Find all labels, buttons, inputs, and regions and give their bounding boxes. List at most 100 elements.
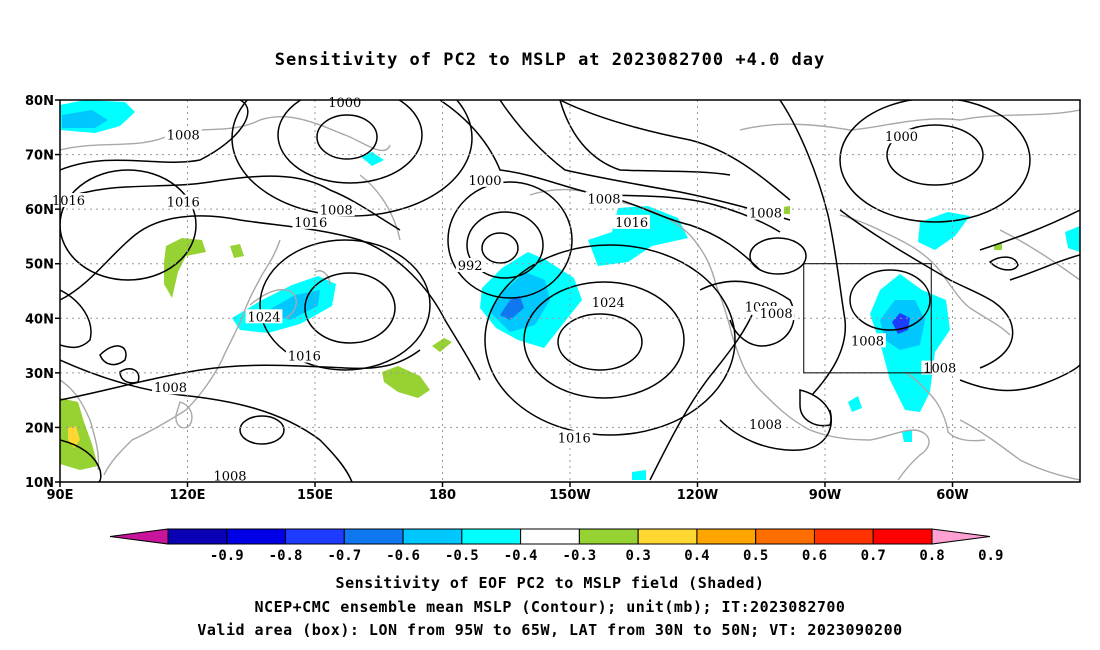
contour-label-bg: [747, 416, 784, 431]
contour-label: 1008: [749, 207, 782, 222]
contour-label-bg: [285, 348, 323, 363]
contour-label: 1000: [885, 130, 918, 145]
contour-label: 1008: [320, 203, 353, 218]
colorbar-label: -0.5: [445, 548, 479, 564]
contour-label: 1008: [154, 381, 187, 396]
contour-line: [886, 124, 984, 186]
caption-line-3: Valid area (box): LON from 95W to 65W, L…: [197, 621, 903, 639]
colorbar-label: -0.3: [563, 548, 597, 564]
contour-line: [484, 244, 736, 436]
shade-blob: [60, 398, 98, 470]
lon-tick-label: 90E: [47, 488, 74, 503]
colorbar-swatch: [167, 528, 228, 545]
shade-blob: [1065, 226, 1080, 252]
coastline: [60, 116, 391, 152]
colorbar-swatch: [872, 528, 933, 545]
chart-title: Sensitivity of PC2 to MSLP at 2023082700…: [274, 50, 826, 70]
shade-blob: [500, 296, 524, 320]
contour-label: 1008: [167, 129, 200, 144]
contour-label: 1016: [52, 194, 85, 209]
contour-label-bg: [164, 127, 202, 142]
sensitivity-shading: [60, 100, 1080, 480]
shade-blob: [382, 366, 430, 398]
contour-line: [277, 100, 423, 184]
contour-label-bg: [589, 295, 627, 310]
contour-line: [988, 256, 1019, 271]
contour-label: 1016: [615, 216, 648, 231]
contour-line: [599, 194, 761, 271]
lat-tick-label: 60N: [25, 203, 54, 218]
lon-tick-label: 150W: [549, 488, 590, 503]
coastline: [314, 270, 331, 286]
shade-blob: [902, 430, 912, 442]
latitude-axis: 80N 70N 60N 50N 40N 30N 20N 10N: [25, 94, 60, 491]
colorbar-swatch: [520, 528, 580, 545]
colorbar-swatch: [578, 528, 639, 545]
lon-tick-label: 120E: [169, 488, 205, 503]
lon-tick-label: 180: [429, 488, 456, 503]
lat-tick-label: 10N: [25, 476, 54, 491]
contour-label: 1024: [592, 296, 625, 311]
color-bar: -0.9 -0.8 -0.7 -0.6 -0.5 -0.4 -0.3 0.3 0.4 0.5 0.6…: [109, 528, 1003, 564]
shade-blob: [230, 244, 244, 258]
contour-line: [60, 439, 102, 482]
lat-tick-label: 50N: [25, 258, 54, 273]
coastline: [904, 371, 986, 442]
contour-label: 1008: [749, 418, 782, 433]
caption-line-2: NCEP+CMC ensemble mean MSLP (Contour); u…: [254, 598, 846, 616]
colorbar-swatch: [285, 528, 345, 545]
colorbar-label: 0.8: [919, 548, 944, 564]
contour-label-bg: [613, 214, 651, 229]
colorbar-label: 0.5: [743, 548, 768, 564]
contour-label: 1008: [760, 307, 793, 322]
colorbar-low-extend: [109, 528, 169, 545]
colorbar-swatch: [402, 528, 463, 545]
mslp-contours: [60, 100, 1080, 482]
contour-label: 1024: [247, 310, 280, 325]
contour-label-bg: [152, 380, 189, 395]
colorbar-swatch: [813, 528, 874, 545]
contour-line: [1009, 254, 1080, 281]
contour-line: [259, 239, 431, 371]
longitude-axis: 90E 120E 150E 180 150W 120W 90W 60W: [47, 482, 969, 503]
contour-label: 1008: [923, 362, 956, 377]
colorbar-label: -0.4: [504, 548, 538, 564]
colorbar-label: -0.7: [327, 548, 361, 564]
contour-label-bg: [747, 205, 784, 220]
valid-area-box: [803, 263, 932, 374]
shade-blob: [994, 243, 1002, 250]
contour-label-bg: [164, 194, 202, 209]
contour-label: 1000: [328, 96, 361, 111]
contour-line: [959, 364, 1080, 392]
contour-label: 1016: [294, 216, 327, 231]
colorbar-swatch: [696, 528, 757, 545]
contour-line: [466, 211, 544, 279]
contour-label: 1008: [851, 334, 884, 349]
shade-blob: [632, 470, 646, 480]
colorbar-label: 0.9: [978, 548, 1003, 564]
coastline: [959, 419, 1080, 481]
contour-line: [499, 100, 791, 221]
contour-label: 1016: [288, 350, 321, 365]
colorbar-swatch: [461, 528, 522, 545]
contour-line: [60, 349, 421, 401]
contour-line: [839, 209, 1014, 369]
shade-blob: [360, 152, 384, 166]
contour-line: [849, 269, 931, 331]
contour-line: [119, 368, 140, 384]
contour-label-bg: [757, 306, 795, 321]
colorbar-swatch: [637, 528, 698, 545]
contour-line: [60, 359, 353, 482]
colorbar-high-extend: [931, 528, 991, 545]
contour-line: [447, 181, 573, 299]
contour-line: [523, 281, 685, 399]
contour-line: [239, 415, 285, 445]
colorbar-label: -0.8: [269, 548, 303, 564]
contour-label-bg: [317, 202, 355, 217]
contour-line: [779, 100, 847, 396]
contour-label: 1016: [558, 431, 591, 446]
lat-tick-label: 80N: [25, 94, 54, 109]
contour-line: [60, 169, 197, 281]
contour-line: [749, 237, 807, 275]
